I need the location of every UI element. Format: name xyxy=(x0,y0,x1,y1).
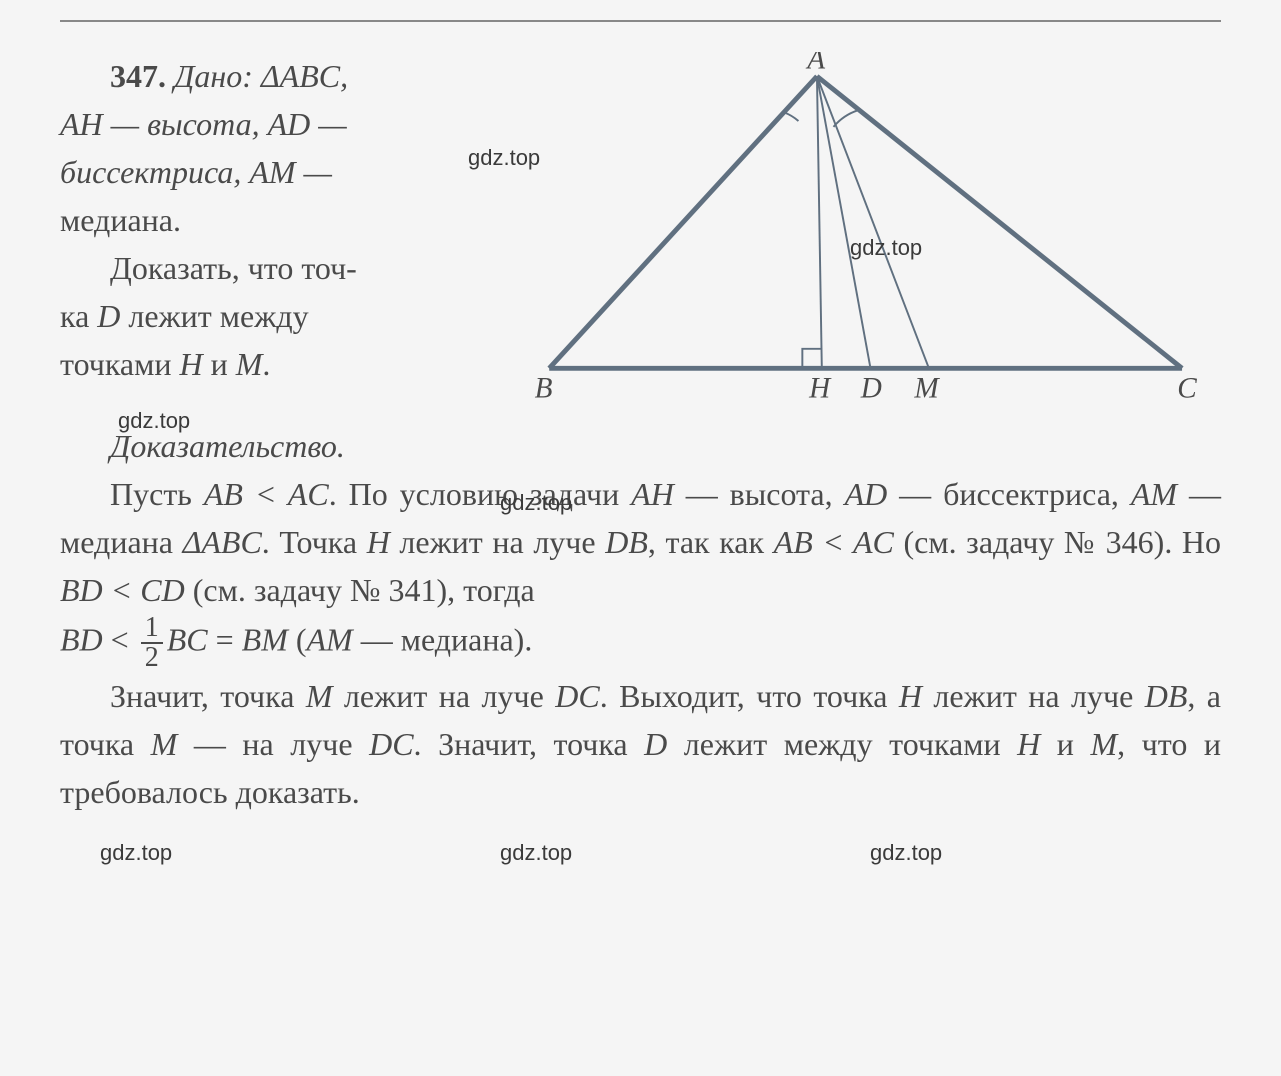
watermark: gdz.top xyxy=(500,490,572,516)
proof-paragraph-1: Пусть AB < AC. По условию задачи AH — вы… xyxy=(60,470,1221,614)
angle-arc-left xyxy=(784,112,799,121)
side-ac xyxy=(817,76,1182,368)
right-angle-marker xyxy=(802,349,821,368)
given-2: AH — высота, AD — xyxy=(60,100,500,148)
prove-2: ка D лежит между xyxy=(60,292,500,340)
watermark: gdz.top xyxy=(468,145,540,171)
proof-fraction-line: BD < 12BC = BM (AM — медиана). xyxy=(60,614,1221,672)
fraction-half: 12 xyxy=(141,614,163,672)
given-3: биссектриса, AM — xyxy=(60,148,500,196)
problem-number: 347. xyxy=(110,58,166,94)
top-section: 347. Дано: ΔABC, AH — высота, AD — биссе… xyxy=(60,52,1221,412)
proof-label: Доказательство. xyxy=(60,422,1221,470)
label-m: M xyxy=(913,373,940,405)
triangle-svg: A B C H D M xyxy=(520,52,1221,412)
watermark: gdz.top xyxy=(500,840,572,866)
angle-arc-right xyxy=(834,110,858,127)
side-ab xyxy=(549,76,817,368)
proof-paragraph-2: Значит, точка M лежит на луче DC. Выходи… xyxy=(60,672,1221,816)
altitude-ah xyxy=(817,76,822,368)
top-rule xyxy=(60,20,1221,22)
proof-section: Доказательство. Пусть AB < AC. По услови… xyxy=(60,422,1221,816)
bisector-ad xyxy=(817,76,871,368)
prove-1: Доказать, что точ- xyxy=(60,244,500,292)
watermark: gdz.top xyxy=(870,840,942,866)
line-1: 347. Дано: ΔABC, xyxy=(60,52,500,100)
watermark: gdz.top xyxy=(850,235,922,261)
given-label: Дано: xyxy=(174,58,253,94)
label-d: D xyxy=(860,373,882,405)
given-4: медиана. xyxy=(60,196,500,244)
triangle-diagram: A B C H D M xyxy=(520,52,1221,412)
given-section: 347. Дано: ΔABC, AH — высота, AD — биссе… xyxy=(60,52,500,412)
label-h: H xyxy=(808,373,832,405)
watermark: gdz.top xyxy=(100,840,172,866)
content: 347. Дано: ΔABC, AH — высота, AD — биссе… xyxy=(60,52,1221,816)
watermark: gdz.top xyxy=(118,408,190,434)
label-a: A xyxy=(805,52,825,75)
prove-3: точками H и M. xyxy=(60,340,500,388)
given-1: ΔABC, xyxy=(261,58,348,94)
label-b: B xyxy=(535,373,553,405)
label-c: C xyxy=(1177,373,1197,405)
